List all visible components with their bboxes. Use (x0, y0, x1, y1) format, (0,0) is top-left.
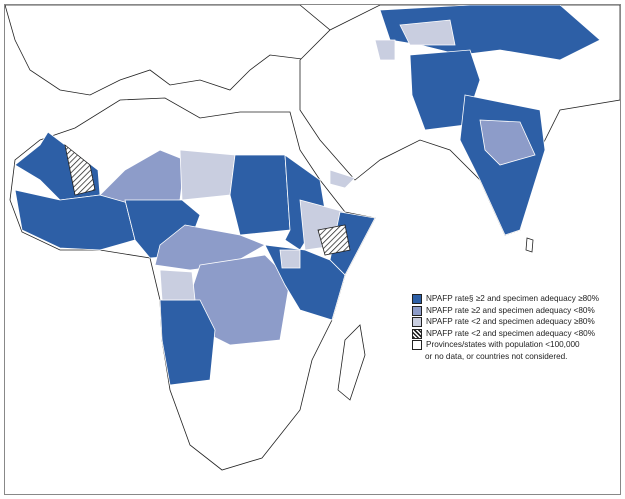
legend-label: NPAFP rate <2 and specimen adequacy ≥80% (426, 317, 595, 326)
region-uzbek-light (399, 19, 456, 46)
legend-item: NPAFP rate§ ≥2 and specimen adequacy ≥80… (412, 293, 599, 305)
region-chad (229, 154, 291, 236)
region-central-asia (379, 4, 601, 61)
region-somalia-hatched (317, 224, 351, 256)
region-angola (159, 299, 216, 386)
map-frame (4, 4, 621, 495)
region-west-sahara-hatched (64, 144, 96, 196)
legend-swatch-hatched (412, 328, 422, 339)
legend-swatch (412, 317, 422, 327)
legend-label: NPAFP rate§ ≥2 and specimen adequacy ≥80… (426, 294, 599, 303)
legend-item: NPAFP rate ≥2 and specimen adequacy <80% (412, 305, 599, 317)
legend-label-continued: or no data, or countries not considered. (425, 351, 568, 361)
region-india-mid (479, 119, 536, 166)
region-congo (159, 269, 196, 301)
legend-swatch (412, 340, 422, 350)
legend-label: NPAFP rate ≥2 and specimen adequacy <80% (426, 305, 595, 315)
legend-item: NPAFP rate <2 and specimen adequacy ≥80% (412, 316, 599, 328)
legend-label: NPAFP rate <2 and specimen adequacy <80% (426, 328, 596, 338)
legend-label: Provinces/states with population <100,00… (426, 340, 580, 349)
legend-swatch (412, 294, 422, 304)
region-yemen-light (329, 169, 356, 189)
region-uganda (279, 249, 301, 269)
madagascar (337, 324, 366, 401)
legend-item: Provinces/states with population <100,00… (412, 339, 599, 351)
legend-item: NPAFP rate <2 and specimen adequacy <80% (412, 328, 599, 340)
legend-swatch (412, 305, 422, 316)
region-iran-light (374, 39, 396, 61)
map-legend: NPAFP rate§ ≥2 and specimen adequacy ≥80… (412, 293, 599, 362)
sri-lanka (525, 237, 534, 253)
